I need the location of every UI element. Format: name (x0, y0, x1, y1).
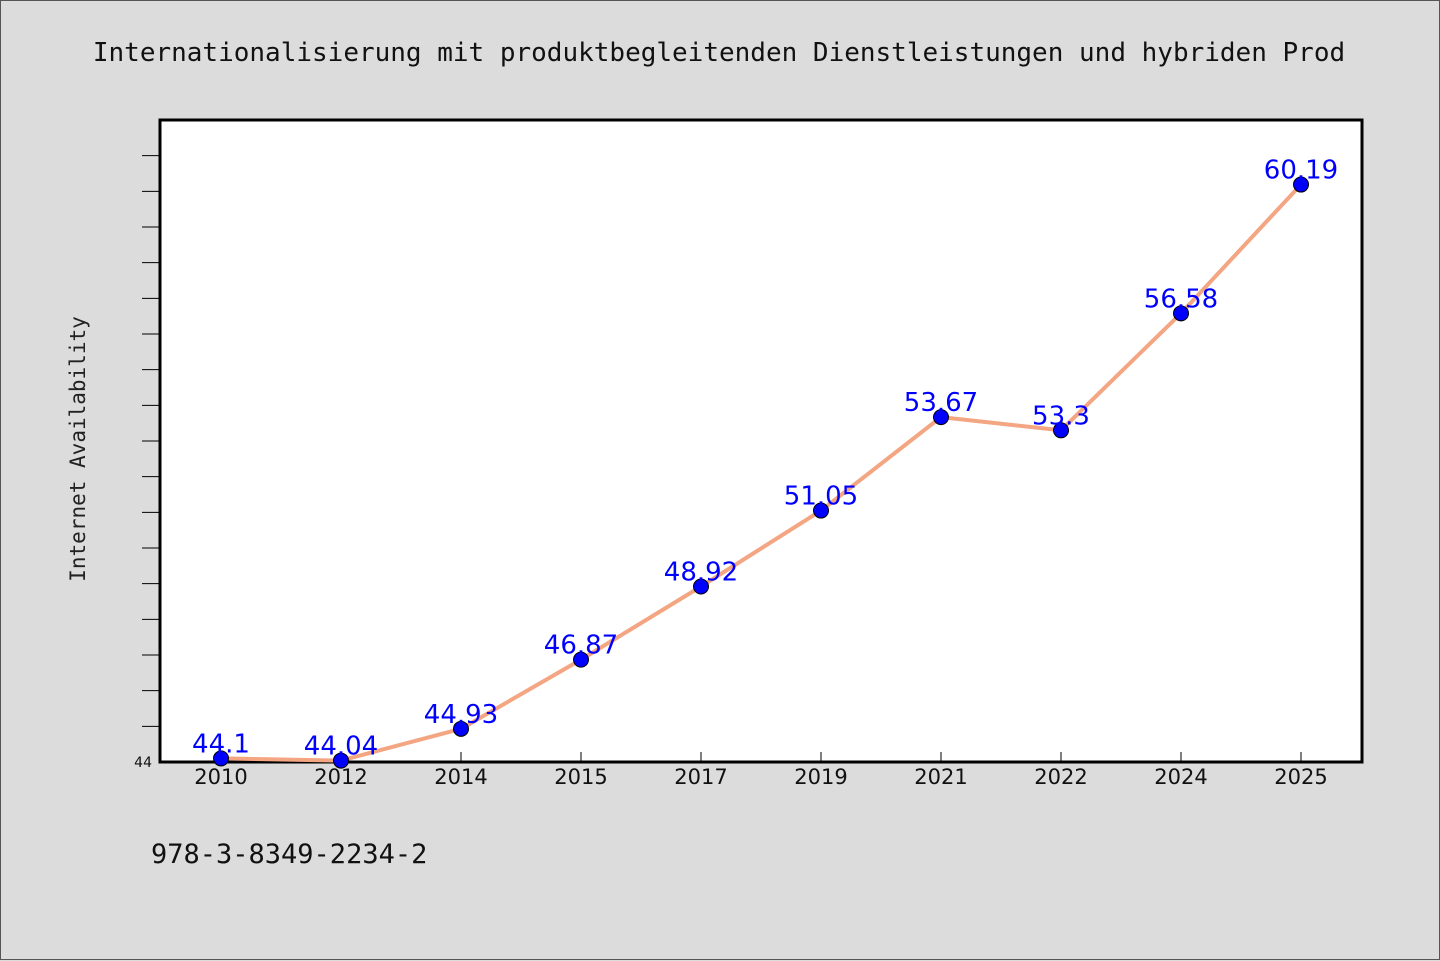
data-label: 44.1 (192, 729, 250, 759)
x-tick-label: 2017 (674, 765, 727, 789)
y-axis-label: Internet Availability (66, 316, 90, 582)
y-axis-ticks: 44 (134, 155, 160, 771)
x-tick-label: 2014 (434, 765, 487, 789)
data-label: 44.93 (424, 700, 498, 730)
data-point (213, 750, 229, 767)
y-tick-label: 44 (134, 755, 152, 771)
x-tick-label: 2019 (794, 765, 847, 789)
data-point (693, 578, 709, 595)
data-point (813, 502, 829, 519)
series-group: 44.1 44.04 44.93 46.87 48.92 51.05 53.67 53.3 56… (192, 156, 1338, 769)
data-point (573, 651, 589, 668)
data-label: 60.19 (1264, 156, 1338, 186)
data-point (453, 720, 469, 737)
data-point (1173, 305, 1189, 322)
x-tick-label: 2021 (914, 765, 967, 789)
chart-title: Internationalisierung mit produktbegleit… (93, 38, 1345, 68)
series-line (219, 182, 1303, 763)
x-tick-label: 2022 (1034, 765, 1087, 789)
data-label: 53.67 (904, 388, 978, 418)
data-point (933, 409, 949, 426)
data-point (1053, 422, 1069, 439)
x-tick-label: 2015 (554, 765, 607, 789)
data-label: 46.87 (544, 631, 618, 661)
data-label: 44.04 (304, 732, 378, 762)
x-axis-ticks: 2010 2012 2014 2015 2017 2019 2021 2022 2024 2025 (194, 752, 1328, 789)
data-label: 56.58 (1144, 284, 1218, 314)
data-label: 48.92 (664, 558, 738, 588)
plot-area (158, 118, 1364, 764)
data-label: 51.05 (784, 482, 858, 512)
x-tick-label: 2010 (194, 765, 247, 789)
isbn-footer: 978-3-8349-2234-2 (151, 839, 427, 870)
data-point (1293, 176, 1309, 193)
x-tick-label: 2012 (314, 765, 367, 789)
data-label: 53.3 (1032, 401, 1090, 431)
x-tick-label: 2025 (1274, 765, 1327, 789)
data-point (333, 752, 349, 769)
x-tick-label: 2024 (1154, 765, 1207, 789)
